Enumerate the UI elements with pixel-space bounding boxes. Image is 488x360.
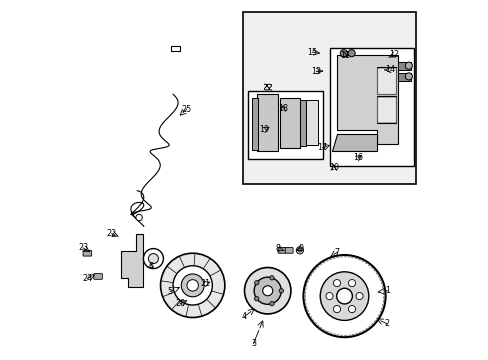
Circle shape <box>340 50 346 57</box>
Text: 25: 25 <box>181 105 191 114</box>
Circle shape <box>254 297 258 301</box>
Polygon shape <box>331 134 376 152</box>
Bar <box>397 62 410 70</box>
Text: 17: 17 <box>317 143 327 152</box>
Bar <box>251 98 258 150</box>
Circle shape <box>296 247 303 254</box>
Bar <box>377 97 395 122</box>
Circle shape <box>355 293 363 300</box>
FancyBboxPatch shape <box>278 248 285 253</box>
Text: 20: 20 <box>175 300 185 309</box>
Bar <box>305 100 317 145</box>
Bar <box>376 67 395 94</box>
Circle shape <box>405 62 411 69</box>
Circle shape <box>160 253 224 318</box>
Circle shape <box>333 279 340 287</box>
Circle shape <box>320 272 368 320</box>
Text: 21: 21 <box>201 279 210 288</box>
Bar <box>299 100 305 146</box>
Circle shape <box>348 306 355 313</box>
Circle shape <box>269 276 273 280</box>
Bar <box>329 48 413 166</box>
Circle shape <box>347 50 354 57</box>
Text: 24: 24 <box>82 274 92 283</box>
Circle shape <box>254 280 258 285</box>
Bar <box>242 12 415 184</box>
Bar <box>247 91 323 158</box>
FancyBboxPatch shape <box>83 250 91 256</box>
Text: 15: 15 <box>306 48 317 57</box>
Circle shape <box>298 249 301 252</box>
Text: 10: 10 <box>328 163 338 172</box>
Text: 23: 23 <box>78 243 88 252</box>
Polygon shape <box>280 98 299 148</box>
Circle shape <box>136 214 142 221</box>
Text: 2: 2 <box>384 319 389 328</box>
Circle shape <box>325 293 332 300</box>
Text: 16: 16 <box>352 153 363 162</box>
Circle shape <box>143 249 163 269</box>
Text: 12: 12 <box>388 50 398 59</box>
Circle shape <box>303 255 385 337</box>
Text: 1: 1 <box>384 286 389 295</box>
FancyBboxPatch shape <box>285 248 292 253</box>
Text: 8: 8 <box>275 244 281 253</box>
Bar <box>376 96 395 123</box>
Circle shape <box>262 286 272 296</box>
Circle shape <box>254 277 281 304</box>
Circle shape <box>148 253 158 264</box>
Text: 14: 14 <box>385 66 394 75</box>
Circle shape <box>181 274 203 297</box>
Text: 7: 7 <box>334 248 339 257</box>
Text: 9: 9 <box>298 244 303 253</box>
Text: 13: 13 <box>310 67 320 76</box>
Circle shape <box>269 302 273 306</box>
Circle shape <box>186 280 198 291</box>
Circle shape <box>173 266 212 305</box>
Circle shape <box>333 306 340 313</box>
Circle shape <box>244 267 290 314</box>
FancyBboxPatch shape <box>94 274 102 279</box>
Circle shape <box>405 73 411 80</box>
Bar <box>377 68 395 94</box>
Text: 22: 22 <box>106 229 117 238</box>
Bar <box>397 73 410 81</box>
Text: 5: 5 <box>167 287 172 296</box>
Polygon shape <box>337 55 397 144</box>
Text: 3: 3 <box>250 339 255 348</box>
Circle shape <box>279 289 283 293</box>
Bar <box>171 46 180 51</box>
Circle shape <box>336 288 352 304</box>
Text: 19: 19 <box>259 126 269 135</box>
Circle shape <box>348 279 355 287</box>
Text: 4: 4 <box>242 312 246 321</box>
Text: 18: 18 <box>278 104 287 113</box>
Polygon shape <box>257 94 278 152</box>
Text: 6: 6 <box>148 262 153 271</box>
Text: 11: 11 <box>340 51 349 60</box>
Polygon shape <box>121 234 142 287</box>
